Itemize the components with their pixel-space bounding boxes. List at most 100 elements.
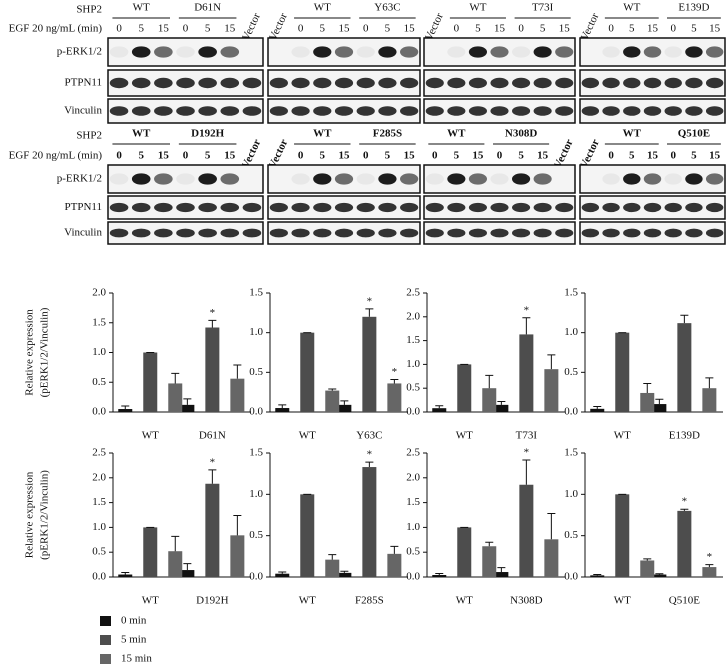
band [623, 46, 641, 58]
y-tick-label: 0.0 [564, 406, 578, 418]
error-bar [547, 513, 556, 540]
y-tick-label: 0.5 [406, 382, 420, 394]
time-label: 5 [385, 23, 391, 35]
band [468, 46, 487, 58]
time-label: 15 [647, 150, 659, 162]
bar [702, 567, 717, 577]
band-label: p-ERK1/2 [57, 46, 102, 58]
bar [519, 484, 534, 577]
x-tick-label: WT [142, 595, 159, 607]
y-tick-label: 2.5 [406, 447, 420, 459]
band [154, 173, 173, 185]
group-label: WT [132, 128, 151, 140]
band [378, 228, 397, 238]
band [242, 228, 262, 238]
group-label: T73I [532, 2, 554, 14]
band [220, 228, 240, 238]
bar [544, 539, 559, 577]
band [242, 77, 262, 89]
time-label: 0 [454, 23, 460, 35]
group-label: WT [623, 2, 640, 14]
band [378, 173, 397, 185]
y-tick-label: 2.0 [406, 310, 420, 322]
time-label: 5 [691, 23, 697, 35]
error-bar [522, 459, 531, 485]
bar [168, 551, 183, 577]
band [602, 77, 620, 89]
band [685, 77, 703, 89]
bar [652, 574, 667, 577]
band [643, 77, 662, 89]
band [512, 228, 531, 238]
y-tick-label: 2.0 [92, 287, 106, 299]
significance: * [392, 366, 398, 378]
band [269, 106, 288, 116]
bar [640, 560, 655, 577]
band [664, 77, 682, 89]
band [602, 228, 620, 238]
error-bar [278, 404, 287, 409]
band [356, 202, 375, 213]
legend-label: 5 min [121, 634, 147, 646]
error-bar [365, 308, 374, 317]
significance: * [367, 295, 373, 307]
error-bar [278, 571, 287, 574]
band [533, 46, 552, 58]
time-label: 0 [298, 23, 304, 35]
band-label: PTPN11 [65, 77, 103, 89]
band [468, 202, 487, 213]
x-tick-label: N308D [510, 595, 542, 607]
error-bar [121, 405, 130, 410]
band [356, 77, 375, 89]
band [291, 173, 310, 185]
error-bar [183, 398, 192, 405]
band [512, 202, 531, 213]
y-tick-label: 0.5 [92, 376, 106, 388]
time-label: 15 [224, 150, 236, 162]
bar [143, 352, 158, 412]
band [269, 202, 288, 213]
band [154, 228, 173, 238]
error-bar [705, 377, 714, 389]
error-bar [365, 461, 374, 468]
significance: * [367, 449, 373, 461]
bar [615, 494, 630, 577]
error-bar [593, 405, 602, 409]
band [490, 77, 509, 89]
bar [230, 535, 245, 577]
time-label: 15 [339, 23, 351, 35]
bar [702, 388, 717, 412]
y-tick-label: 0.0 [406, 406, 420, 418]
band [291, 77, 310, 89]
bar [482, 388, 497, 412]
bar [432, 408, 447, 412]
band [109, 228, 129, 238]
x-tick-label: WT [299, 430, 316, 442]
x-tick-label: WT [614, 595, 631, 607]
y-tick-label: 1.0 [92, 346, 106, 358]
band [623, 106, 641, 116]
error-bar [233, 364, 242, 379]
error-bar [121, 572, 130, 575]
band [220, 77, 240, 89]
y-tick-label: 1.0 [564, 326, 578, 338]
error-bar [328, 388, 337, 391]
error-bar [655, 398, 664, 405]
band [602, 46, 620, 58]
bar [337, 404, 352, 412]
y-tick-label: 2.0 [92, 471, 106, 483]
time-label: 5 [138, 150, 144, 162]
band [643, 106, 662, 116]
time-label: 15 [472, 150, 484, 162]
error-bar [435, 573, 444, 576]
band [685, 46, 703, 58]
error-bar [171, 535, 180, 552]
band [356, 173, 375, 185]
band [313, 202, 332, 213]
band [533, 173, 552, 185]
y-tick-label: 0.0 [406, 571, 420, 583]
x-tick-label: WT [614, 430, 631, 442]
band [313, 46, 332, 58]
time-label: 5 [454, 150, 460, 162]
error-bar [485, 374, 494, 389]
